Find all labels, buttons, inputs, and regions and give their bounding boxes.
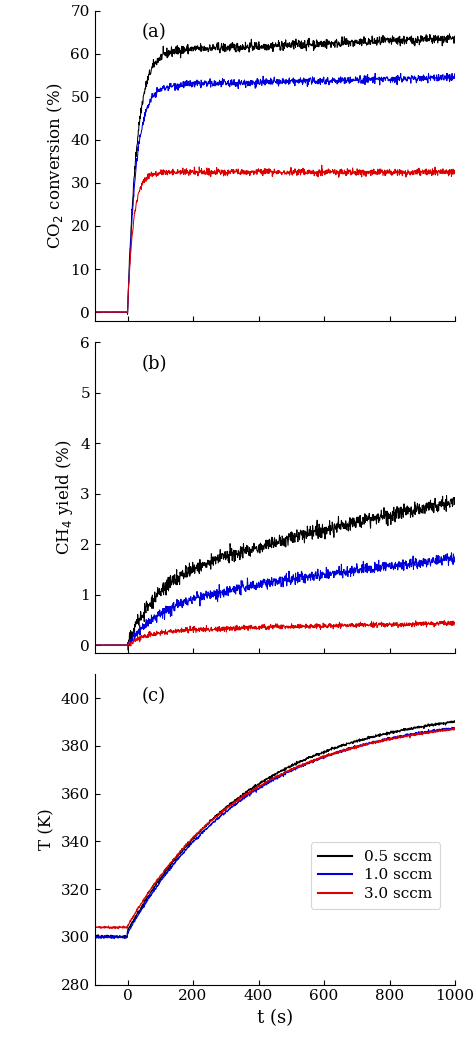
Text: (b): (b) [142,355,167,373]
Y-axis label: CO$_2$ conversion (%): CO$_2$ conversion (%) [45,82,65,249]
Y-axis label: CH$_4$ yield (%): CH$_4$ yield (%) [54,440,74,555]
X-axis label: t (s): t (s) [257,1009,293,1027]
Text: (a): (a) [142,23,166,41]
Text: (c): (c) [142,687,166,704]
Legend: 0.5 sccm, 1.0 sccm, 3.0 sccm: 0.5 sccm, 1.0 sccm, 3.0 sccm [311,842,440,909]
Y-axis label: T (K): T (K) [38,809,55,851]
